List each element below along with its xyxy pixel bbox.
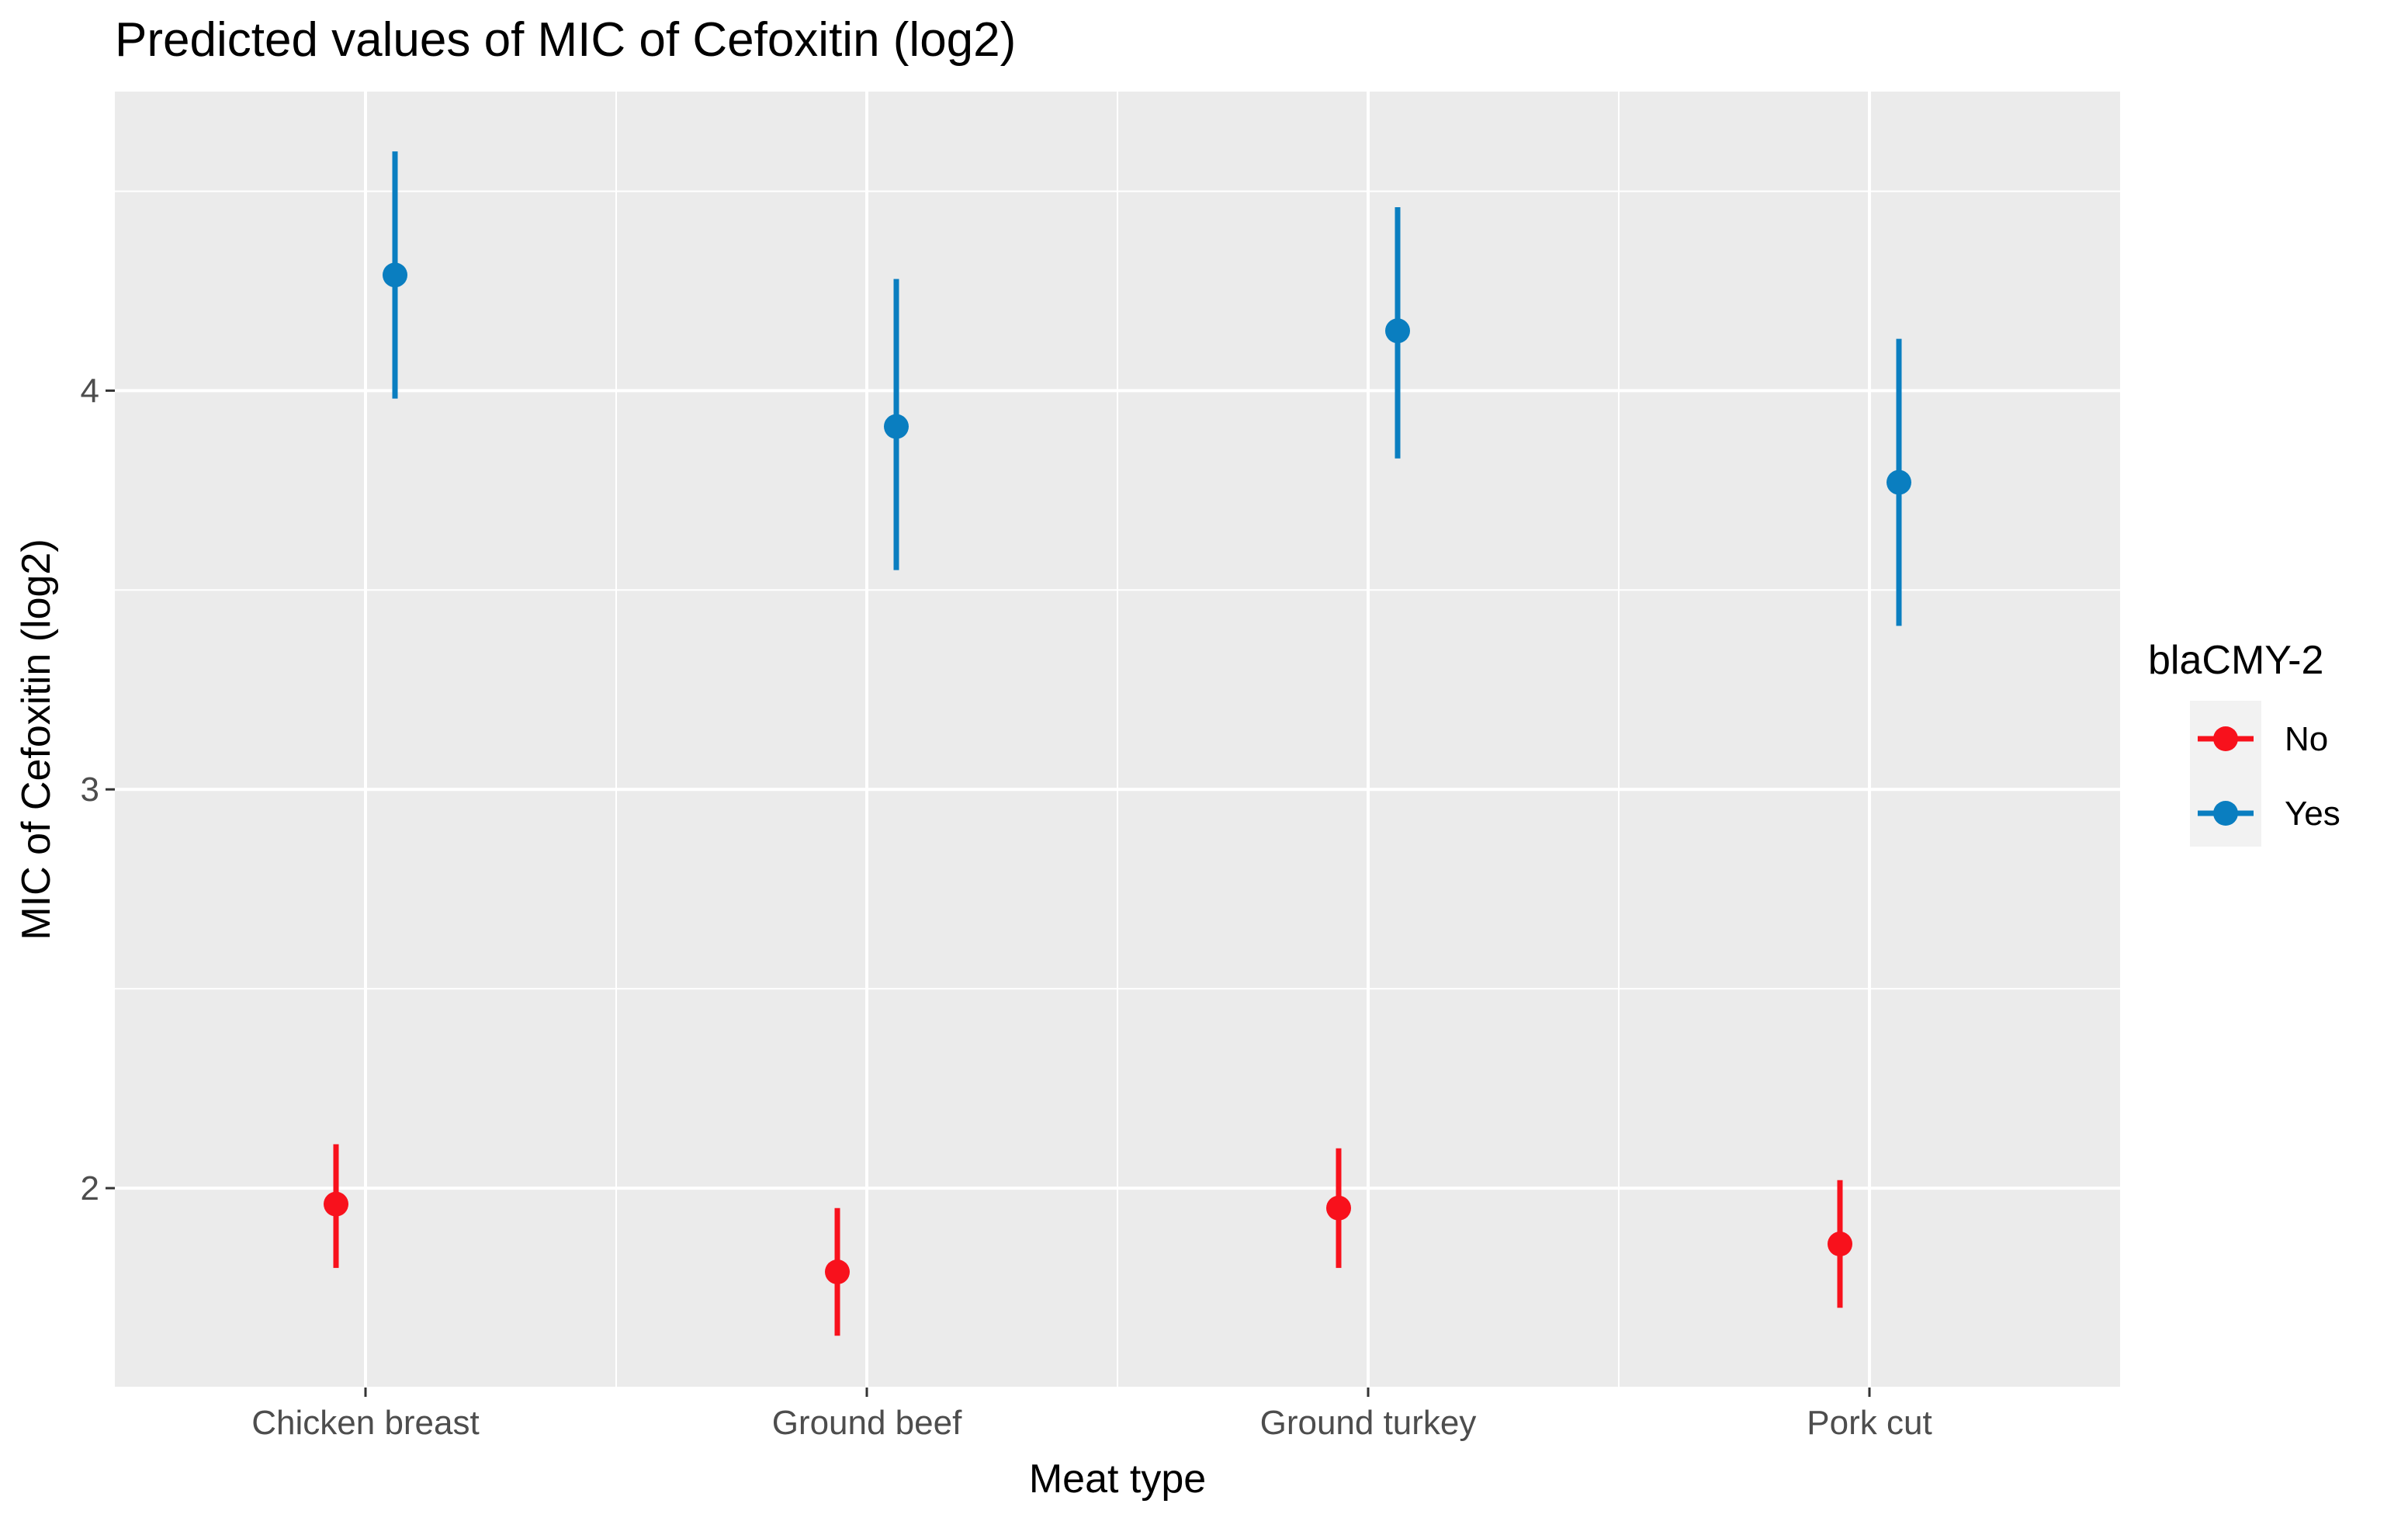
data-marks: [324, 151, 1911, 1336]
legend-title: blaCMY-2: [2148, 638, 2323, 683]
y-tick-label: 2: [81, 1169, 99, 1207]
x-tick-label: Ground turkey: [1260, 1404, 1477, 1442]
x-axis-title: Meat type: [1029, 1457, 1206, 1502]
data-point-yes: [1887, 469, 1911, 495]
chart-title: Predicted values of MIC of Cefoxitin (lo…: [115, 13, 1016, 67]
legend-key-point-yes: [2213, 801, 2238, 826]
grid-major: [115, 92, 2120, 1388]
data-point-no: [324, 1191, 348, 1217]
x-tick-label: Ground beef: [772, 1404, 962, 1442]
data-point-yes: [1385, 318, 1410, 344]
grid-minor: [115, 92, 2120, 1388]
data-point-no: [825, 1259, 850, 1284]
x-tick-label: Pork cut: [1807, 1404, 1932, 1442]
x-tick-label: Chicken breast: [251, 1404, 479, 1442]
data-point-yes: [884, 414, 909, 439]
legend-label-no: No: [2285, 720, 2328, 758]
y-axis: 2 3 4: [81, 372, 115, 1207]
legend: blaCMY-2 No Yes: [2148, 638, 2340, 847]
data-point-no: [1828, 1232, 1852, 1257]
data-point-no: [1326, 1195, 1351, 1221]
y-tick-label: 3: [81, 771, 99, 809]
x-axis: Chicken breast Ground beef Ground turkey Po…: [251, 1388, 1932, 1442]
legend-label-yes: Yes: [2285, 795, 2340, 833]
y-tick-label: 4: [81, 372, 99, 410]
y-axis-title: MIC of Cefoxitin (log2): [14, 539, 59, 940]
data-point-yes: [383, 262, 407, 288]
legend-key-point-no: [2213, 726, 2238, 751]
